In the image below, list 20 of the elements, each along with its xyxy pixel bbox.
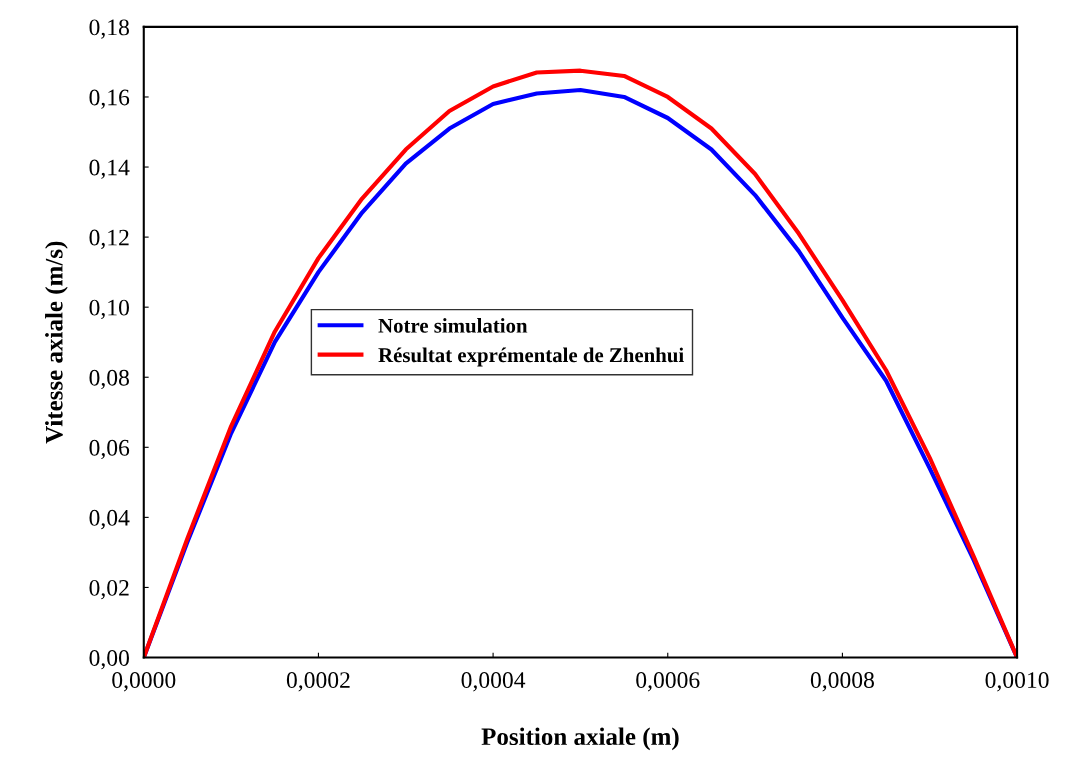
y-tick-label: 0,04 [89, 509, 130, 530]
x-tick-label: 0,0000 [112, 672, 176, 692]
y-tick-label: 0,16 [89, 89, 130, 109]
y-tick-label: 0,18 [89, 19, 129, 39]
y-tick-label: 0,10 [89, 299, 129, 319]
y-tick-label: 0,00 [89, 649, 129, 670]
y-tick-label: 0,12 [89, 229, 129, 249]
y-tick-label: 0,14 [89, 159, 130, 179]
y-tick-label: 0,02 [89, 579, 129, 600]
x-tick-label: 0,0004 [461, 672, 526, 692]
x-tick-label: 0,0006 [636, 672, 700, 692]
x-tick-label: 0,0002 [286, 672, 350, 692]
y-tick-label: 0,06 [89, 439, 130, 460]
legend-label: Résultat exprémentale de Zhenhui [378, 347, 684, 367]
y-axis-title: Vitesse axiale (m/s) [45, 241, 68, 444]
x-axis-title: Position axiale (m) [481, 727, 679, 751]
legend-label: Notre simulation [378, 318, 528, 333]
x-tick-label: 0,0010 [985, 672, 1049, 692]
y-tick-label: 0,08 [89, 369, 129, 390]
x-tick-label: 0,0008 [810, 672, 874, 692]
